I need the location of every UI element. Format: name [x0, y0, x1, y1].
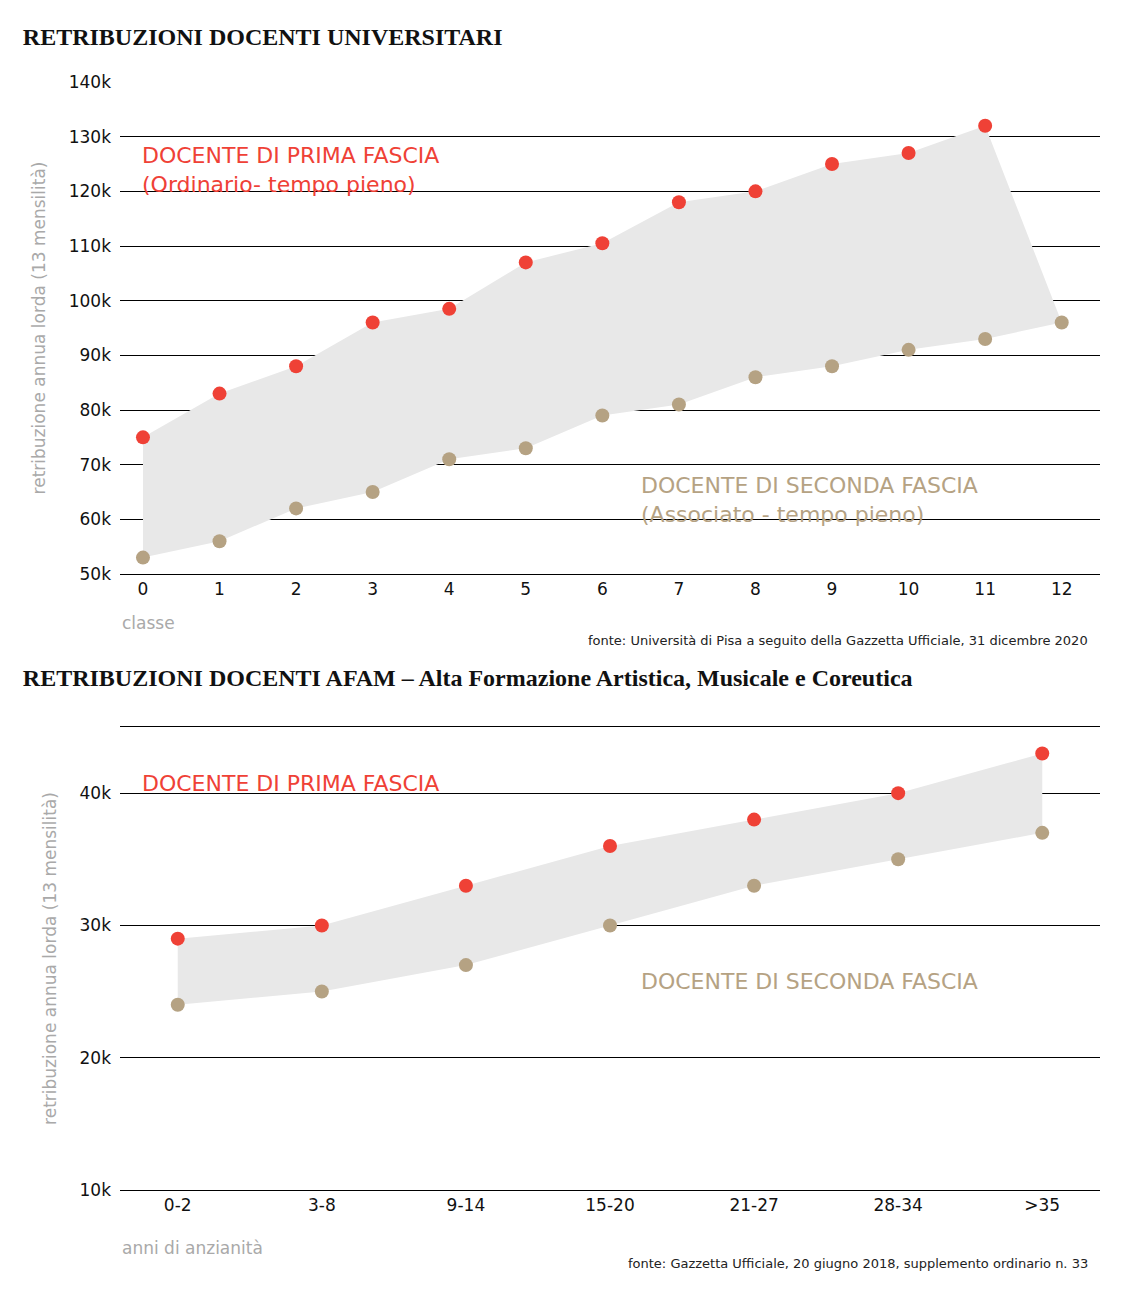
svg-text:fonte: Università di Pisa a se: fonte: Università di Pisa a seguito dell… — [588, 633, 1088, 648]
svg-text:0-2: 0-2 — [164, 1195, 192, 1215]
svg-text:4: 4 — [444, 579, 455, 599]
svg-text:6: 6 — [597, 579, 608, 599]
svg-text:RETRIBUZIONI DOCENTI UNIVERSIT: RETRIBUZIONI DOCENTI UNIVERSITARI — [23, 24, 503, 50]
svg-text:>35: >35 — [1024, 1195, 1060, 1215]
svg-text:8: 8 — [750, 579, 761, 599]
svg-text:10: 10 — [898, 579, 920, 599]
svg-text:retribuzione annua lorda (13 m: retribuzione annua lorda (13 mensilità) — [40, 792, 60, 1125]
svg-text:80k: 80k — [80, 400, 112, 420]
svg-text:retribuzione annua lorda (13 m: retribuzione annua lorda (13 mensilità) — [29, 162, 49, 495]
svg-text:140k: 140k — [69, 72, 111, 92]
svg-text:DOCENTE DI PRIMA FASCIA(Ordina: DOCENTE DI PRIMA FASCIA(Ordinario- tempo… — [142, 143, 439, 197]
svg-text:50k: 50k — [80, 564, 112, 584]
svg-text:21-27: 21-27 — [729, 1195, 778, 1215]
svg-text:7: 7 — [673, 579, 684, 599]
svg-text:20k: 20k — [80, 1048, 112, 1068]
svg-text:9-14: 9-14 — [447, 1195, 486, 1215]
svg-text:9: 9 — [827, 579, 838, 599]
svg-text:DOCENTE DI PRIMA FASCIA: DOCENTE DI PRIMA FASCIA — [142, 771, 439, 796]
svg-text:5: 5 — [520, 579, 531, 599]
svg-text:3: 3 — [367, 579, 378, 599]
svg-text:40k: 40k — [80, 783, 112, 803]
svg-text:90k: 90k — [80, 345, 112, 365]
svg-text:11: 11 — [974, 579, 996, 599]
svg-text:2: 2 — [291, 579, 302, 599]
svg-text:10k: 10k — [80, 1180, 112, 1200]
svg-text:130k: 130k — [69, 127, 111, 147]
svg-text:1: 1 — [214, 579, 225, 599]
svg-text:12: 12 — [1051, 579, 1073, 599]
svg-text:30k: 30k — [80, 915, 112, 935]
svg-text:15-20: 15-20 — [585, 1195, 634, 1215]
svg-text:100k: 100k — [69, 291, 111, 311]
svg-text:DOCENTE DI SECONDA FASCIA(Asso: DOCENTE DI SECONDA FASCIA(Associato - te… — [641, 473, 978, 527]
svg-text:classe: classe — [122, 613, 175, 633]
svg-text:110k: 110k — [69, 236, 111, 256]
svg-text:3-8: 3-8 — [308, 1195, 336, 1215]
svg-text:28-34: 28-34 — [873, 1195, 922, 1215]
svg-text:120k: 120k — [69, 181, 111, 201]
svg-text:DOCENTE DI SECONDA FASCIA: DOCENTE DI SECONDA FASCIA — [641, 969, 978, 994]
svg-text:70k: 70k — [80, 455, 112, 475]
svg-text:0: 0 — [138, 579, 149, 599]
svg-text:RETRIBUZIONI DOCENTI AFAM – Al: RETRIBUZIONI DOCENTI AFAM – Alta Formazi… — [23, 665, 913, 691]
svg-text:60k: 60k — [80, 509, 112, 529]
svg-text:fonte: Gazzetta Ufficiale, 20: fonte: Gazzetta Ufficiale, 20 giugno 201… — [628, 1256, 1088, 1271]
svg-text:anni di anzianità: anni di anzianità — [122, 1238, 263, 1258]
